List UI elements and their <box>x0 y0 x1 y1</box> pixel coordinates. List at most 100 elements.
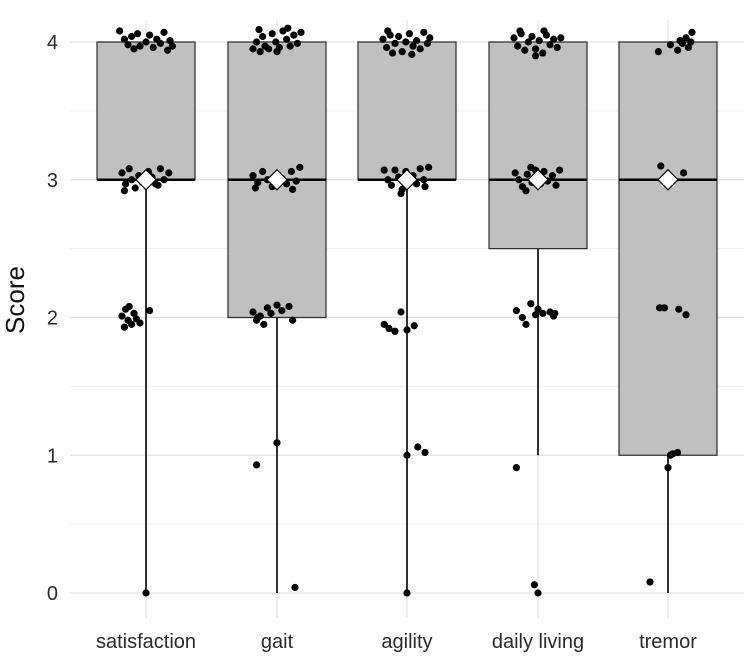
data-point-agility <box>413 37 421 45</box>
data-point-gait <box>297 28 305 36</box>
data-point-gait <box>251 184 259 192</box>
mean-markers-layer <box>135 168 679 191</box>
data-point-tremor <box>669 450 677 458</box>
data-point-satisfaction <box>154 181 162 189</box>
data-point-agility <box>389 49 397 57</box>
data-point-gait <box>253 461 261 469</box>
data-point-agility <box>403 326 411 334</box>
mean-marker-satisfaction <box>135 168 157 191</box>
data-point-gait <box>285 302 293 311</box>
data-point-gait <box>278 307 286 315</box>
y-tick-label: 2 <box>47 308 58 330</box>
data-point-agility <box>380 166 388 174</box>
data-point-daily-living <box>552 181 560 189</box>
data-point-gait <box>260 320 268 328</box>
data-point-agility <box>420 176 428 184</box>
data-point-gait <box>287 167 295 176</box>
data-point-agility <box>403 451 411 459</box>
data-point-satisfaction <box>142 38 150 46</box>
data-point-tremor <box>657 162 665 170</box>
data-point-gait <box>283 35 291 43</box>
data-point-daily-living <box>512 307 521 315</box>
data-point-gait <box>289 185 297 193</box>
data-point-agility <box>410 322 418 330</box>
data-point-gait <box>263 304 271 312</box>
data-point-satisfaction <box>146 31 154 39</box>
data-point-agility <box>385 324 393 333</box>
data-point-daily-living <box>527 163 535 171</box>
mean-marker-tremor <box>657 168 679 191</box>
data-point-agility <box>425 163 433 171</box>
x-tick-label: satisfaction <box>96 631 196 653</box>
jitter-points-layer <box>116 24 696 597</box>
mean-marker-gait <box>266 168 288 191</box>
data-point-tremor <box>684 43 693 52</box>
data-point-agility <box>397 308 405 316</box>
data-point-gait <box>273 301 281 309</box>
data-point-daily-living <box>550 35 558 43</box>
data-point-agility <box>391 39 399 47</box>
data-point-gait <box>249 45 257 53</box>
data-point-satisfaction <box>156 165 164 173</box>
data-point-daily-living <box>511 169 519 177</box>
data-point-gait <box>273 439 281 447</box>
data-point-agility <box>416 45 424 53</box>
data-point-tremor <box>687 38 695 46</box>
data-point-daily-living <box>522 320 530 328</box>
data-point-tremor <box>664 464 672 472</box>
data-point-gait <box>291 583 299 592</box>
data-point-satisfaction <box>118 312 126 320</box>
x-tick-label: tremor <box>639 631 697 653</box>
x-tick-labels: satisfaction gait agility daily living tremo… <box>96 631 697 653</box>
y-axis-title: Score <box>0 266 30 334</box>
data-point-agility <box>402 38 410 46</box>
data-point-tremor <box>676 37 684 45</box>
data-point-satisfaction <box>125 302 133 311</box>
data-point-gait <box>249 172 257 180</box>
data-point-satisfaction <box>128 32 136 41</box>
data-point-tremor <box>660 304 669 312</box>
data-point-tremor <box>674 46 682 54</box>
x-tick-label: daily living <box>492 631 584 653</box>
data-point-agility <box>391 166 399 174</box>
data-point-gait <box>267 309 275 317</box>
box-daily-living <box>488 41 588 250</box>
data-point-daily-living <box>524 38 533 46</box>
data-point-daily-living <box>532 311 540 319</box>
data-point-gait <box>254 178 262 187</box>
data-point-agility <box>403 589 411 597</box>
data-point-agility <box>397 189 405 198</box>
data-point-agility <box>380 320 388 328</box>
data-point-daily-living <box>548 172 557 180</box>
data-point-daily-living <box>510 34 518 42</box>
data-point-satisfaction <box>118 169 126 177</box>
data-point-daily-living <box>557 34 565 42</box>
data-point-daily-living <box>528 32 536 41</box>
data-point-daily-living <box>530 581 539 589</box>
data-point-daily-living <box>512 464 521 472</box>
y-tick-labels: 0 1 2 3 4 <box>47 32 58 605</box>
data-point-satisfaction <box>130 45 138 53</box>
data-point-gait <box>259 32 267 41</box>
x-tick-label: gait <box>261 631 294 653</box>
data-point-gait <box>290 31 298 39</box>
data-point-satisfaction <box>116 27 124 35</box>
data-point-gait <box>265 45 273 53</box>
data-point-tremor <box>654 48 663 56</box>
data-point-daily-living <box>556 166 564 174</box>
y-tick-label: 4 <box>47 32 58 54</box>
data-point-daily-living <box>534 305 542 313</box>
data-point-daily-living <box>539 49 547 57</box>
data-point-satisfaction <box>149 43 157 52</box>
data-point-agility <box>383 43 391 52</box>
data-point-tremor <box>646 578 654 586</box>
data-point-tremor <box>680 169 688 177</box>
data-point-agility <box>420 28 428 36</box>
data-point-daily-living <box>551 309 559 317</box>
data-point-daily-living <box>532 45 540 53</box>
data-point-gait <box>286 42 294 50</box>
mean-marker-daily-living <box>527 168 549 191</box>
data-point-satisfaction <box>166 37 174 45</box>
data-point-daily-living <box>518 313 527 322</box>
